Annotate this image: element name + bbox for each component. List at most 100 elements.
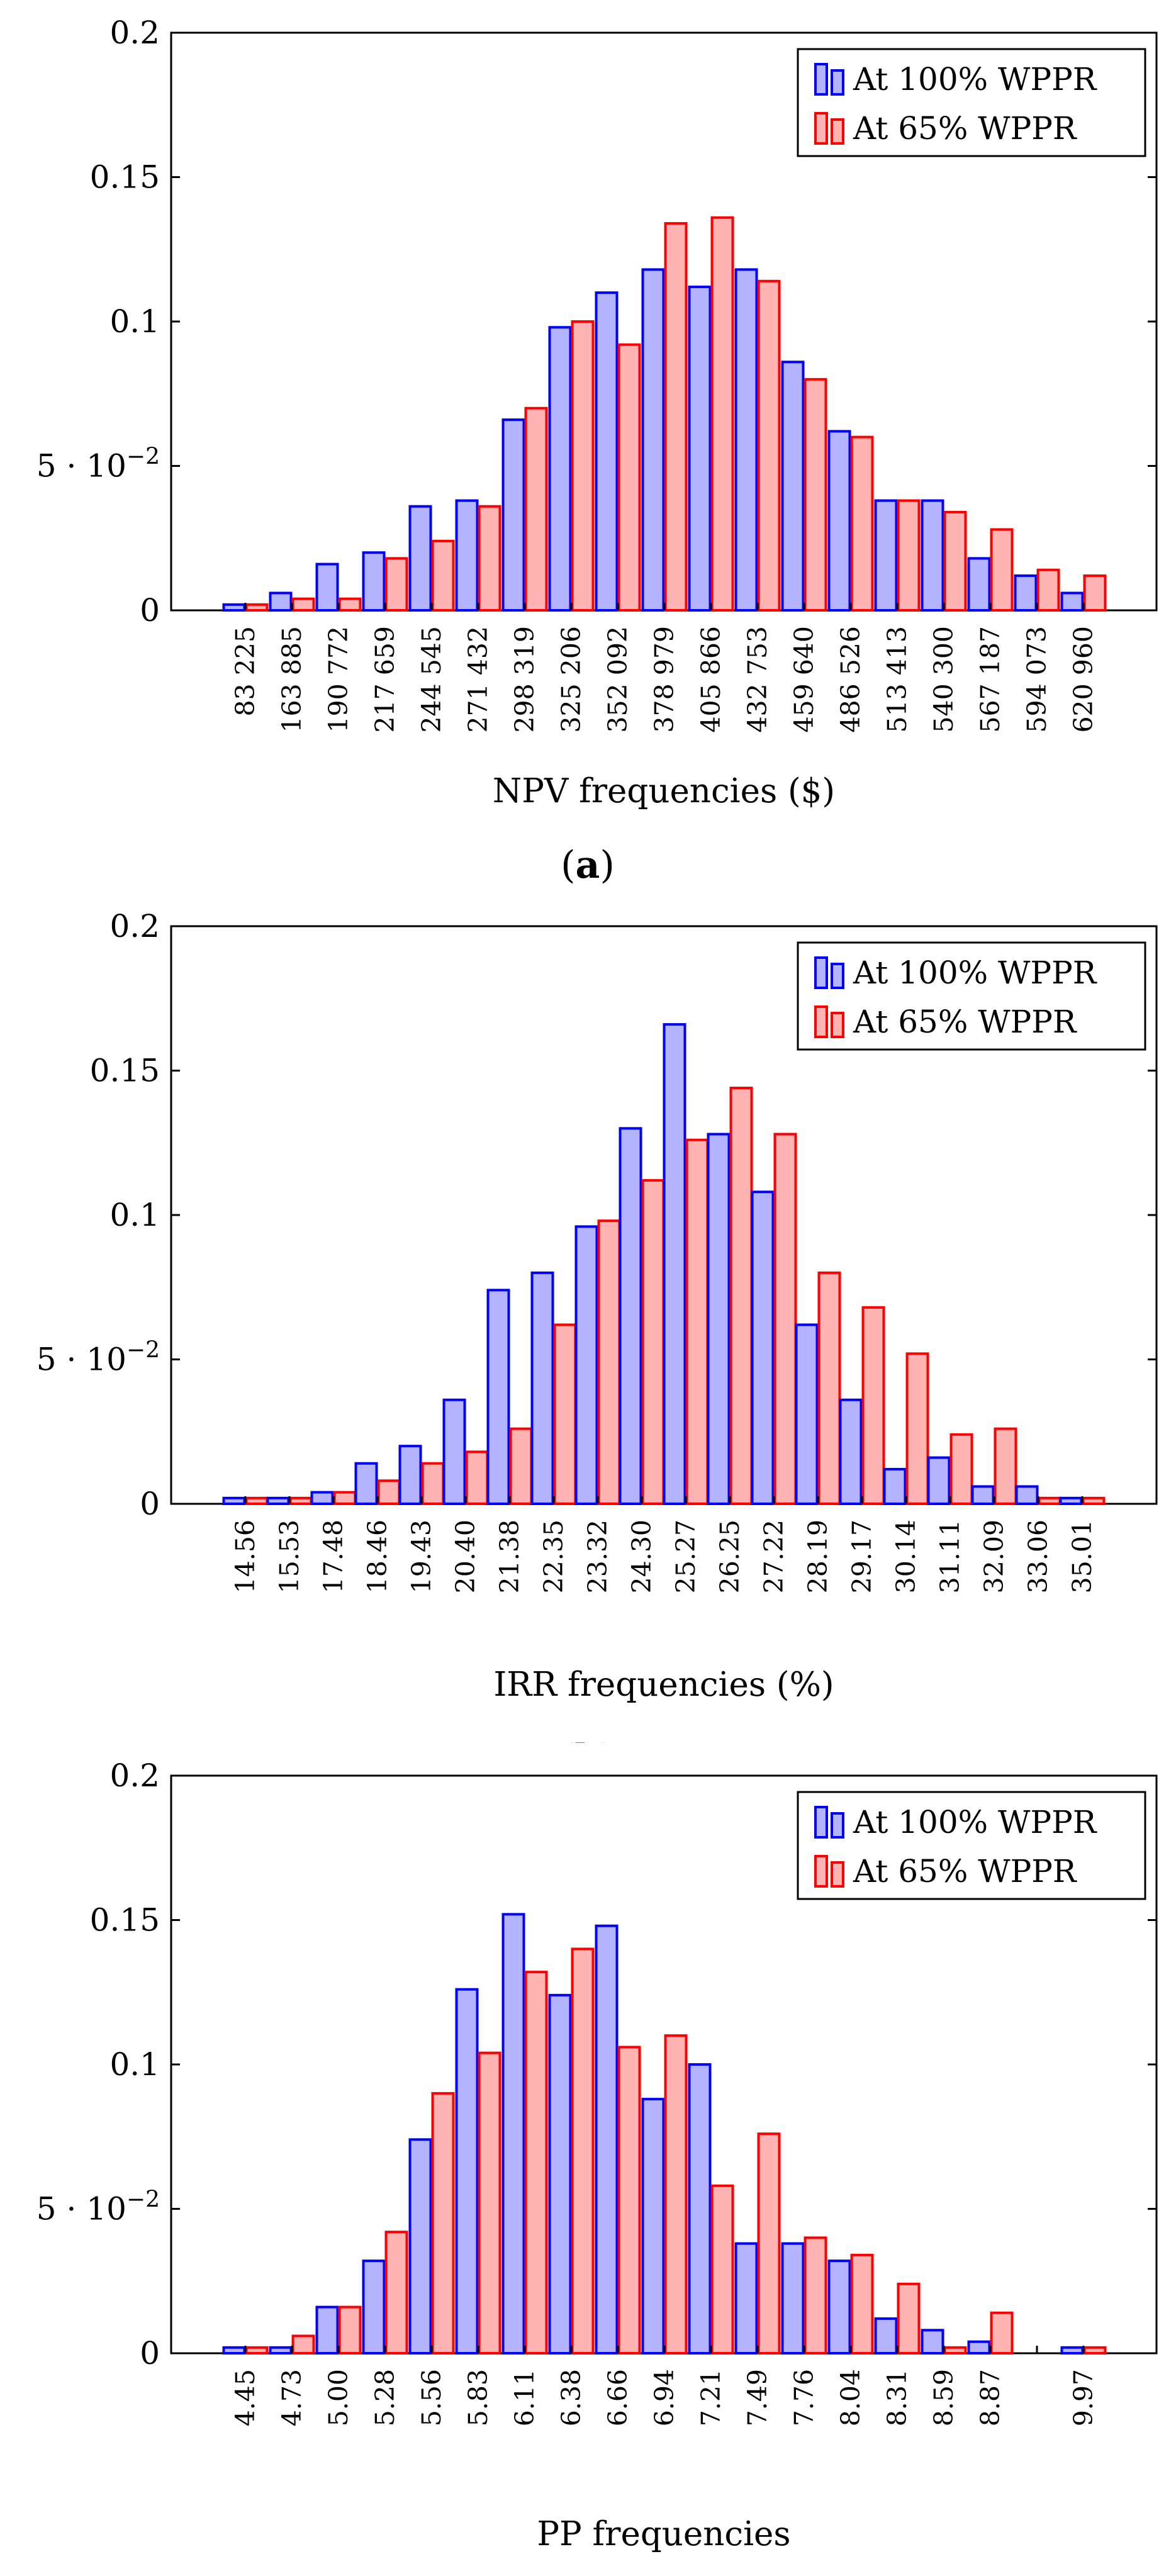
- chart-panel-a: 0 5 · 10−2 0.1 0.15 0.2 83 225 163 885 190 772 2…: [0, 0, 1176, 893]
- x-tick-label: 7.76: [789, 2369, 819, 2426]
- bar-series-100: [827, 430, 851, 612]
- bar-series-100: [548, 326, 572, 612]
- bar-series-100: [222, 603, 246, 612]
- legend-label-65: At 65% WPPR: [853, 1004, 1077, 1040]
- chart-panel-c: 0 5 · 10−2 0.1 0.15 0.2 4.45 4.73 5.00 5.28 5.56 5…: [0, 1743, 1176, 2576]
- legend-swatch-100: [814, 1806, 828, 1839]
- bar-series-65: [664, 221, 688, 612]
- x-tick-label: 5.28: [370, 2369, 400, 2426]
- x-tick-label: 405 866: [696, 626, 726, 733]
- bar-series-100: [315, 2305, 339, 2355]
- bar-series-100: [222, 1496, 246, 1506]
- x-tick-label: 28.19: [803, 1520, 833, 1593]
- legend-swatch-65b: [831, 1861, 844, 1888]
- bar-series-100: [641, 268, 665, 612]
- x-tick-label: 8.04: [836, 2369, 866, 2426]
- legend-swatch-100: [814, 956, 828, 989]
- bar-series-100: [967, 557, 991, 612]
- legend-box: [797, 1791, 1146, 1900]
- bar-series-65: [478, 505, 501, 612]
- x-tick-label: 190 772: [323, 626, 354, 733]
- x-tick-label: 18.46: [362, 1520, 393, 1593]
- x-tick-label: 22.35: [539, 1520, 569, 1593]
- x-tick-label: 513 413: [882, 626, 912, 733]
- x-tick-label: 432 753: [742, 626, 773, 733]
- bar-series-100: [927, 1456, 951, 1505]
- pp-histogram-chart: 0 5 · 10−2 0.1 0.15 0.2 4.45 4.73 5.00 5.28 5.56 5…: [36, 1757, 1158, 2553]
- legend-box: [797, 941, 1146, 1051]
- bar-series-100: [455, 1988, 479, 2355]
- bar-series-100: [874, 499, 898, 612]
- x-tick-label: 21.38: [495, 1520, 525, 1593]
- x-tick-label: 32.09: [979, 1520, 1009, 1593]
- x-tick-label: 7.21: [696, 2369, 726, 2426]
- bar-series-100: [455, 499, 479, 612]
- x-tick-label: 29.17: [847, 1520, 877, 1593]
- x-tick-label: 25.27: [671, 1520, 701, 1593]
- bar-series-65: [1082, 1496, 1106, 1506]
- bar-series-65: [1083, 574, 1107, 612]
- x-tick-label: 217 659: [370, 626, 400, 733]
- bar-series-100: [1015, 1485, 1039, 1506]
- bar-series-100: [663, 1023, 686, 1505]
- bar-series-100: [530, 1271, 554, 1505]
- x-tick-label: 6.38: [556, 2369, 586, 2426]
- bar-series-65: [729, 1087, 753, 1506]
- x-tick-label: 19.43: [406, 1520, 437, 1593]
- x-axis-label: IRR frequencies (%): [493, 1666, 834, 1704]
- x-tick-label: 459 640: [789, 626, 819, 733]
- bar-series-65: [431, 539, 455, 612]
- bar-series-100: [827, 2260, 851, 2355]
- x-tick-label: 5.83: [463, 2369, 493, 2426]
- y-tick-label: 0.2: [109, 14, 160, 51]
- bar-series-65: [943, 2346, 967, 2355]
- x-tick-label: 540 300: [929, 626, 959, 733]
- bar-series-65: [597, 1219, 621, 1505]
- bar-series-100: [751, 1190, 775, 1505]
- bar-series-100: [874, 2317, 898, 2355]
- y-tick-label: 0.15: [90, 159, 160, 196]
- legend-swatch-65b: [831, 118, 844, 145]
- bar-series-65: [850, 435, 874, 612]
- bar-series-65: [850, 2253, 874, 2355]
- bar-series-100: [548, 1993, 572, 2355]
- x-tick-label: 594 073: [1022, 626, 1052, 733]
- bar-series-65: [338, 2305, 362, 2355]
- x-tick-label: 298 319: [510, 626, 540, 733]
- bar-series-100: [883, 1467, 907, 1505]
- y-tick-label: 0.15: [90, 1053, 160, 1089]
- bar-series-100: [781, 361, 805, 612]
- x-tick-label: 83 225: [230, 626, 260, 716]
- y-tick-label: 0.2: [109, 908, 160, 944]
- x-tick-label: 24.30: [627, 1520, 657, 1593]
- x-tick-label: 378 979: [649, 626, 680, 733]
- bar-series-100: [795, 1323, 819, 1505]
- bar-series-100: [222, 2346, 246, 2355]
- bar-series-65: [465, 1450, 489, 1506]
- legend-swatch-100b: [831, 1812, 844, 1839]
- bar-series-65: [861, 1306, 885, 1505]
- legend-swatch-65: [814, 1855, 828, 1888]
- x-tick-label: 33.06: [1023, 1520, 1053, 1593]
- bar-series-65: [338, 597, 362, 612]
- bar-series-65: [641, 1179, 665, 1506]
- bar-series-65: [333, 1491, 357, 1506]
- bar-series-100: [408, 505, 432, 612]
- bar-series-65: [757, 279, 781, 612]
- bar-series-65: [943, 510, 967, 612]
- legend-label-100: At 100% WPPR: [853, 1804, 1097, 1840]
- legend-swatch-65b: [831, 1012, 844, 1038]
- x-tick-label: 23.32: [583, 1520, 613, 1593]
- x-tick-label: 31.11: [935, 1520, 965, 1593]
- x-axis-label: PP frequencies: [537, 2515, 790, 2553]
- x-tick-label: 6.66: [603, 2369, 633, 2426]
- bar-series-65: [817, 1271, 841, 1505]
- panel-caption: (b): [560, 1737, 616, 1743]
- bar-series-100: [734, 268, 758, 612]
- bar-series-100: [1060, 591, 1084, 612]
- bar-series-100: [266, 1496, 290, 1506]
- legend-swatch-100b: [831, 963, 844, 989]
- bar-series-100: [641, 2098, 665, 2355]
- legend-label-100: At 100% WPPR: [853, 61, 1097, 98]
- bar-series-65: [524, 406, 548, 612]
